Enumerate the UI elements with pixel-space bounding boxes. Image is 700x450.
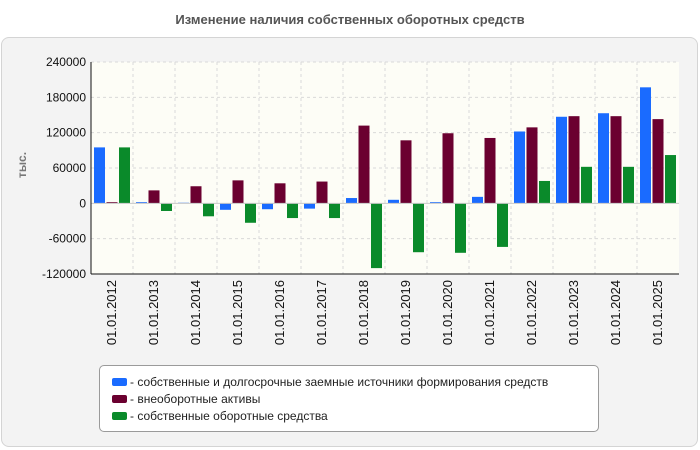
bar-series-0-11 xyxy=(556,116,567,204)
bar-series-1-8 xyxy=(442,133,454,204)
bar-series-0-6 xyxy=(346,198,357,204)
y-tick-label: -120000 xyxy=(42,267,86,281)
legend-swatch-working-capital xyxy=(112,411,127,420)
bar-series-2-7 xyxy=(413,203,424,253)
bar-series-1-11 xyxy=(568,116,580,204)
bar-series-2-0 xyxy=(119,147,130,204)
bar-series-1-10 xyxy=(526,127,538,204)
bar-series-0-5 xyxy=(304,203,315,209)
bar-series-0-10 xyxy=(514,131,525,204)
bar-series-1-6 xyxy=(358,125,370,204)
x-tick-label: 01.01.2017 xyxy=(314,280,329,345)
bar-series-2-3 xyxy=(245,203,256,223)
bar-series-2-10 xyxy=(539,180,550,204)
y-tick-label: 60000 xyxy=(53,161,87,175)
bar-series-0-9 xyxy=(472,196,483,204)
legend-swatch-noncurrent-assets xyxy=(112,394,127,403)
bar-series-2-12 xyxy=(623,166,634,204)
bar-series-1-2 xyxy=(190,186,202,204)
legend-swatch-sources xyxy=(112,377,127,386)
legend: - собственные и долгосрочные заемные ист… xyxy=(99,365,599,432)
bar-series-2-1 xyxy=(161,203,172,211)
bar-series-1-5 xyxy=(316,181,328,204)
bar-series-2-6 xyxy=(371,203,382,269)
x-tick-label: 01.01.2023 xyxy=(566,280,581,345)
legend-label-sources: - собственные и долгосрочные заемные ист… xyxy=(130,374,549,389)
x-tick-label: 01.01.2012 xyxy=(104,280,119,345)
chart-title: Изменение наличия собственных оборотных … xyxy=(175,12,525,27)
bar-series-1-1 xyxy=(148,190,160,204)
bar-series-0-12 xyxy=(598,113,609,204)
bar-series-1-7 xyxy=(400,140,412,204)
x-tick-label: 01.01.2021 xyxy=(482,280,497,345)
bar-series-0-3 xyxy=(220,203,231,210)
x-tick-label: 01.01.2022 xyxy=(524,280,539,345)
x-tick-label: 01.01.2013 xyxy=(146,280,161,345)
bar-series-1-13 xyxy=(652,119,664,204)
legend-label-working-capital: - собственные оборотные средства xyxy=(130,408,328,423)
x-tick-label: 01.01.2016 xyxy=(272,280,287,345)
bar-series-0-0 xyxy=(94,147,105,204)
bar-series-0-7 xyxy=(388,199,399,204)
x-tick-label: 01.01.2025 xyxy=(650,280,665,345)
legend-label-noncurrent-assets: - внеоборотные активы xyxy=(130,391,261,406)
bar-series-2-5 xyxy=(329,203,340,219)
y-tick-label: 240000 xyxy=(46,55,86,69)
bar-series-0-8 xyxy=(430,202,441,204)
bar-series-1-4 xyxy=(274,183,286,204)
x-tick-label: 01.01.2019 xyxy=(398,280,413,345)
x-tick-label: 01.01.2018 xyxy=(356,280,371,345)
legend-item-sources: - собственные и долгосрочные заемные ист… xyxy=(112,373,598,390)
bar-series-2-11 xyxy=(581,166,592,204)
y-tick-label: 0 xyxy=(79,196,86,210)
bar-series-0-1 xyxy=(136,202,147,204)
y-tick-label: -60000 xyxy=(49,232,87,246)
bar-series-1-9 xyxy=(484,137,496,204)
bar-series-0-4 xyxy=(262,203,273,210)
bar-series-2-8 xyxy=(455,203,466,253)
legend-item-working-capital: - собственные оборотные средства xyxy=(112,407,598,424)
bar-series-1-12 xyxy=(610,116,622,204)
legend-item-noncurrent-assets: - внеоборотные активы xyxy=(112,390,598,407)
bar-series-1-3 xyxy=(232,180,244,204)
x-tick-label: 01.01.2014 xyxy=(188,280,203,345)
x-tick-label: 01.01.2020 xyxy=(440,280,455,345)
y-tick-label: 180000 xyxy=(46,90,86,104)
y-axis-label: тыс. xyxy=(15,152,29,178)
y-tick-label: 120000 xyxy=(46,126,86,140)
bar-series-0-13 xyxy=(640,87,651,204)
x-tick-label: 01.01.2024 xyxy=(608,280,623,345)
x-tick-label: 01.01.2015 xyxy=(230,280,245,345)
bar-series-2-2 xyxy=(203,203,214,217)
bar-series-2-9 xyxy=(497,203,508,247)
bar-series-1-0 xyxy=(106,202,118,204)
bar-series-2-4 xyxy=(287,203,298,219)
bar-series-2-13 xyxy=(665,155,676,204)
